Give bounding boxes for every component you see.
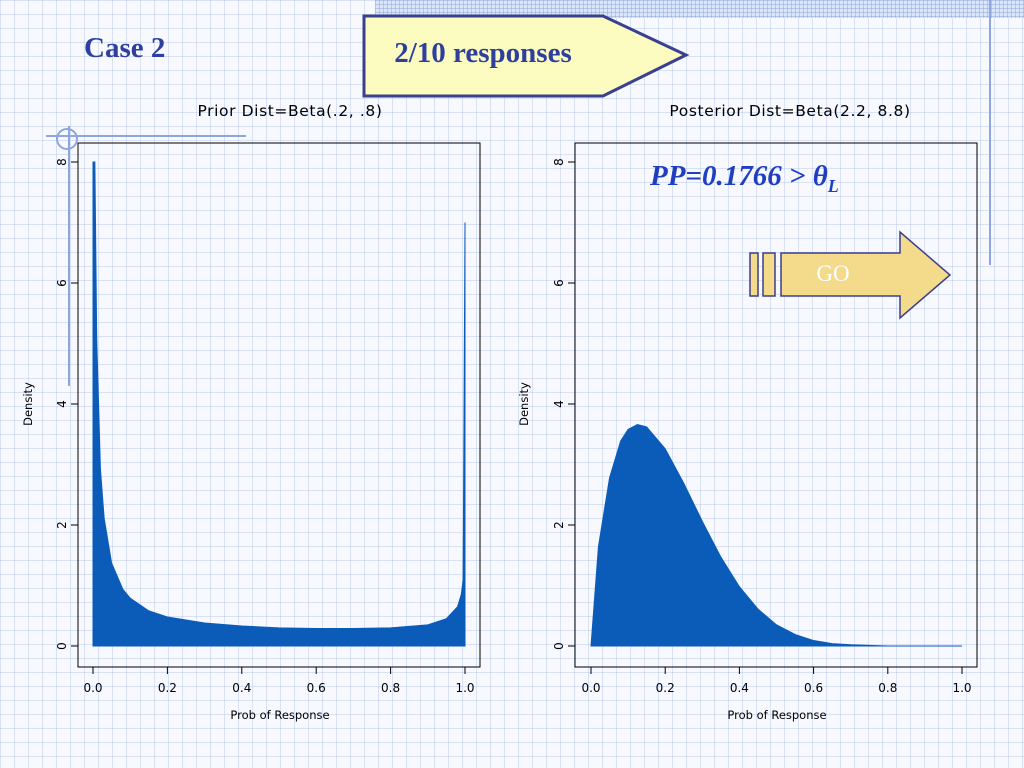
posterior-y-tick-label: 4 [552, 400, 566, 408]
posterior-chart-title: Posterior Dist=Beta(2.2, 8.8) [669, 102, 910, 120]
prior-x-tick-label: 0.0 [83, 681, 102, 695]
banner-arrow-shape [362, 14, 690, 98]
posterior-y-axis-label: Density [517, 382, 531, 426]
prior-y-tick-label: 2 [55, 521, 69, 529]
prior-x-tick-label: 0.4 [232, 681, 251, 695]
prior-plot-frame [77, 142, 481, 668]
posterior-plot-frame [574, 142, 978, 668]
prior-x-tick-label: 0.2 [158, 681, 177, 695]
prior-density-area [92, 161, 466, 647]
posterior-y-tick-label: 2 [552, 521, 566, 529]
posterior-y-tick-label: 0 [552, 642, 566, 650]
posterior-x-tick-label: 0.2 [656, 681, 675, 695]
prior-y-tick-label: 0 [55, 642, 69, 650]
posterior-x-axis-label: Prob of Response [727, 708, 826, 722]
posterior-x-tick-label: 0.4 [730, 681, 749, 695]
posterior-x-tick-label: 1.0 [952, 681, 971, 695]
prior-y-tick-label: 6 [55, 279, 69, 287]
left-decorative-hline [46, 135, 246, 137]
posterior-y-tick-label: 6 [552, 279, 566, 287]
prior-y-tick-label: 8 [55, 158, 69, 166]
posterior-density-area [590, 424, 962, 647]
posterior-probability-text: PP=0.1766 > θL [650, 160, 839, 197]
right-decorative-vline [989, 0, 991, 265]
posterior-y-tick-label: 8 [552, 158, 566, 166]
prior-y-axis-label: Density [21, 382, 35, 426]
circle-ornament-icon [56, 128, 78, 150]
prior-x-axis-label: Prob of Response [230, 708, 329, 722]
top-decorative-band [375, 0, 1024, 18]
banner-label: 2/10 responses [394, 37, 572, 69]
posterior-x-tick-label: 0.6 [804, 681, 823, 695]
pp-value-text: PP=0.1766 > [650, 160, 813, 192]
prior-chart-title: Prior Dist=Beta(.2, .8) [198, 102, 383, 120]
prior-y-tick-label: 4 [55, 400, 69, 408]
go-arrow-icon [749, 230, 952, 320]
left-decorative-vline [68, 126, 70, 386]
posterior-x-tick-label: 0.8 [878, 681, 897, 695]
slide-title: Case 2 [84, 32, 166, 64]
go-label: GO [816, 261, 850, 286]
theta-subscript: L [827, 176, 839, 196]
prior-x-tick-label: 0.6 [307, 681, 326, 695]
posterior-x-tick-label: 0.0 [581, 681, 600, 695]
prior-x-tick-label: 1.0 [455, 681, 474, 695]
prior-x-tick-label: 0.8 [381, 681, 400, 695]
theta-symbol: θ [812, 160, 828, 192]
